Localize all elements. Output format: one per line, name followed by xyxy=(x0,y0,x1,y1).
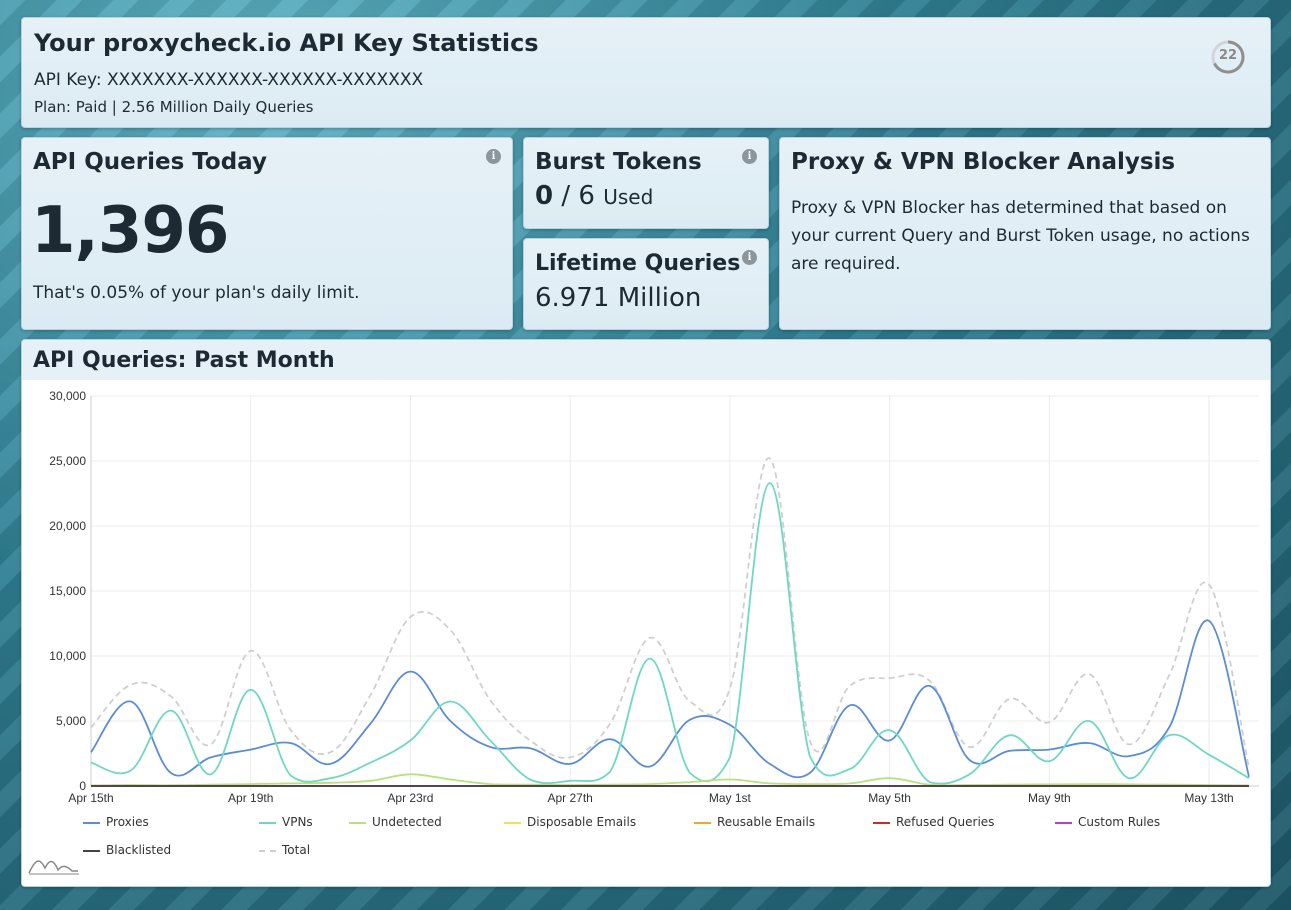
series-line-undetected xyxy=(90,773,1250,787)
queries-today-card: API Queries Today i 1,396 That's 0.05% o… xyxy=(21,137,513,330)
series-line-proxies xyxy=(90,619,1250,779)
legend-swatch xyxy=(504,822,521,824)
queries-today-count: 1,396 xyxy=(31,194,229,268)
y-tick-label: 30,000 xyxy=(49,389,86,403)
lifetime-queries-value: 6.971 Million xyxy=(535,283,702,313)
burst-tokens-title: Burst Tokens xyxy=(535,149,702,175)
x-tick-label: Apr 27th xyxy=(547,791,592,805)
series-line-vpns xyxy=(90,482,1250,785)
y-tick-label: 10,000 xyxy=(49,649,86,663)
chart-title: API Queries: Past Month xyxy=(33,348,335,373)
chart-area: 0 5,000 10,000 15,000 20,000 25,000 30,000 Apr … xyxy=(22,380,1270,886)
api-key-text: API Key: XXXXXXX-XXXXXX-XXXXXX-XXXXXXX xyxy=(34,70,424,90)
x-tick-label: May 9th xyxy=(1028,791,1071,805)
legend-swatch xyxy=(259,822,276,824)
legend-swatch xyxy=(83,850,100,852)
analysis-text: Proxy & VPN Blocker has determined that … xyxy=(791,198,1250,274)
legend-label: Custom Rules xyxy=(1078,815,1161,829)
burst-tokens-value: 0 / 6 Used xyxy=(535,181,653,211)
chart-logo-icon xyxy=(28,860,79,875)
x-tick-label: May 13th xyxy=(1184,791,1233,805)
chart-panel: API Queries: Past Month 0 5,000 10,000 15,0… xyxy=(21,339,1271,887)
x-tick-label: May 5th xyxy=(868,791,911,805)
lifetime-queries-card: Lifetime Queries i 6.971 Million xyxy=(523,238,769,330)
legend-swatch xyxy=(259,850,276,852)
queries-today-note: That's 0.05% of your plan's daily limit. xyxy=(33,283,360,303)
burst-tokens-separator: / xyxy=(561,181,571,211)
y-tick-label: 0 xyxy=(79,779,86,793)
lifetime-queries-title: Lifetime Queries xyxy=(535,251,741,276)
info-icon[interactable]: i xyxy=(742,250,757,265)
burst-tokens-total: 6 xyxy=(578,181,595,211)
legend-label: Proxies xyxy=(106,815,149,829)
legend-swatch xyxy=(1055,822,1072,824)
legend-swatch xyxy=(83,822,100,824)
legend-label: VPNs xyxy=(282,815,313,829)
queries-line-chart: 0 5,000 10,000 15,000 20,000 25,000 30,000 Apr … xyxy=(49,389,1259,805)
page-title: Your proxycheck.io API Key Statistics xyxy=(34,29,539,57)
refresh-countdown[interactable]: 22 xyxy=(1210,39,1246,75)
burst-tokens-used-label: Used xyxy=(603,185,654,209)
refresh-ring-icon xyxy=(1211,40,1245,74)
legend-swatch xyxy=(694,822,711,824)
y-tick-label: 5,000 xyxy=(56,714,86,728)
burst-tokens-used: 0 xyxy=(535,181,554,211)
info-icon[interactable]: i xyxy=(742,149,757,164)
x-tick-label: Apr 23rd xyxy=(387,791,433,805)
legend-label: Refused Queries xyxy=(896,815,995,829)
queries-today-title: API Queries Today xyxy=(33,149,267,175)
info-icon[interactable]: i xyxy=(486,149,501,164)
x-tick-label: May 1st xyxy=(709,791,752,805)
burst-tokens-card: Burst Tokens i 0 / 6 Used xyxy=(523,137,769,229)
y-tick-label: 15,000 xyxy=(49,584,86,598)
legend-swatch xyxy=(349,822,366,824)
refresh-countdown-value: 22 xyxy=(1218,48,1238,63)
plan-text: Plan: Paid | 2.56 Million Daily Queries xyxy=(34,98,314,116)
legend-label: Blacklisted xyxy=(106,843,172,857)
analysis-title: Proxy & VPN Blocker Analysis xyxy=(791,149,1176,175)
legend-label: Undetected xyxy=(372,815,442,829)
analysis-card: Proxy & VPN Blocker Analysis Proxy & VPN… xyxy=(779,137,1271,330)
legend-label: Total xyxy=(282,843,311,857)
x-tick-label: Apr 19th xyxy=(228,791,273,805)
legend-swatch xyxy=(873,822,890,824)
legend-label: Reusable Emails xyxy=(717,815,816,829)
y-tick-label: 25,000 xyxy=(49,454,86,468)
header-panel: Your proxycheck.io API Key Statistics AP… xyxy=(21,17,1271,128)
series-line-total xyxy=(90,457,1250,768)
y-tick-label: 20,000 xyxy=(49,519,86,533)
legend-label: Disposable Emails xyxy=(527,815,637,829)
x-tick-label: Apr 15th xyxy=(68,791,113,805)
